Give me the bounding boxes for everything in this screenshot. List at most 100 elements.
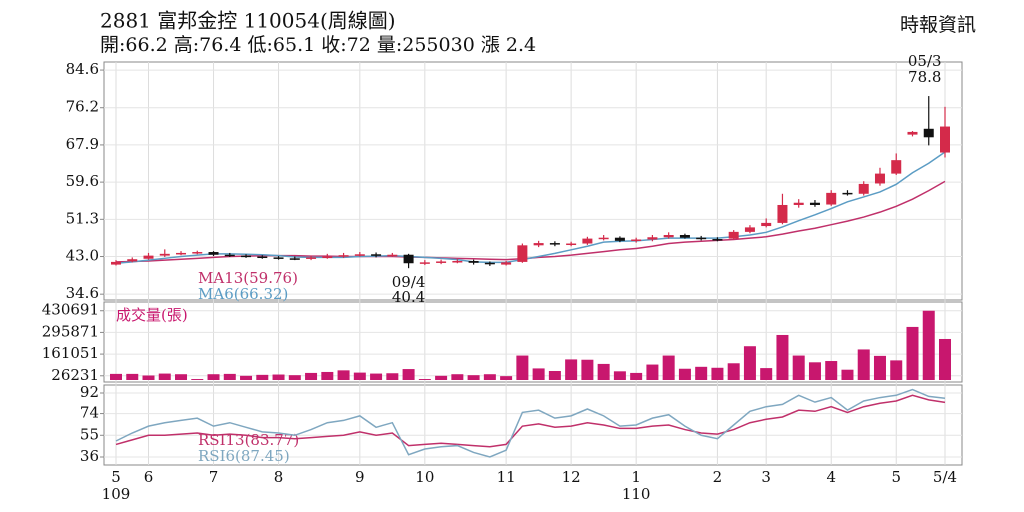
volume-bar xyxy=(695,366,708,380)
volume-bar xyxy=(435,375,448,380)
legend-label: RSI6(87.45) xyxy=(198,447,290,465)
candle-body xyxy=(663,235,674,238)
volume-bar xyxy=(760,368,773,380)
candle-body xyxy=(647,237,658,240)
candle-body xyxy=(436,261,447,263)
volume-bar xyxy=(711,367,724,380)
candle-body xyxy=(598,237,609,240)
volume-bar xyxy=(776,334,789,380)
volume-bar xyxy=(370,373,383,380)
rsi-line xyxy=(115,394,946,448)
candle-body xyxy=(809,202,820,205)
volume-bar xyxy=(223,373,236,380)
candle-body xyxy=(614,237,625,241)
volume-bar xyxy=(597,363,610,380)
volume-bar xyxy=(467,375,480,380)
candle-body xyxy=(907,131,918,135)
volume-bar xyxy=(678,368,691,380)
volume-bar xyxy=(402,369,415,380)
candle-body xyxy=(923,128,934,138)
candle-body xyxy=(452,261,463,263)
x-tick-label: 10 xyxy=(415,468,434,486)
candle-body xyxy=(858,183,869,194)
candle-body xyxy=(712,239,723,241)
x-year-label: 109 xyxy=(102,485,131,503)
legend-label: RSI13(83.77) xyxy=(198,431,299,449)
annotation-date: 09/4 xyxy=(392,273,426,291)
volume-bar xyxy=(646,364,659,380)
volume-bar xyxy=(890,360,903,380)
y-tick-label: 36 xyxy=(80,447,99,465)
candle-body xyxy=(679,235,690,238)
volume-bar xyxy=(873,355,886,380)
y-tick-label: 51.3 xyxy=(66,209,99,227)
candle-body xyxy=(761,222,772,227)
x-tick-label: 7 xyxy=(209,468,219,486)
volume-bar xyxy=(483,374,496,380)
volume-bar xyxy=(321,371,334,380)
ma-line xyxy=(115,151,946,264)
candle-body xyxy=(241,255,252,258)
volume-bar xyxy=(191,379,204,380)
legend-label: MA13(59.76) xyxy=(198,269,298,287)
candle-body xyxy=(419,262,430,264)
x-tick-label: 11 xyxy=(497,468,516,486)
volume-bar xyxy=(272,374,285,380)
volume-bar xyxy=(792,355,805,380)
x-tick-label: 5 xyxy=(111,468,121,486)
volume-frame xyxy=(103,301,963,383)
volume-bar xyxy=(922,310,935,380)
volume-bar xyxy=(418,379,431,380)
candle-body xyxy=(403,254,414,264)
volume-bar xyxy=(743,346,756,380)
y-tick-label: 43.0 xyxy=(66,247,99,265)
candle-body xyxy=(826,192,837,205)
candle-body xyxy=(273,257,284,259)
price-frame xyxy=(103,61,963,301)
candle-body xyxy=(484,262,495,265)
y-tick-label: 76.2 xyxy=(66,98,99,116)
candle-body xyxy=(354,254,365,256)
y-tick-label: 295871 xyxy=(42,322,99,340)
candle-body xyxy=(387,254,398,257)
volume-bar xyxy=(662,355,675,380)
volume-bar xyxy=(581,359,594,380)
x-tick-label: 2 xyxy=(713,468,723,486)
volume-bar xyxy=(126,373,139,380)
volume-bar xyxy=(337,370,350,380)
volume-bar xyxy=(825,361,838,380)
candle-body xyxy=(306,257,317,259)
x-tick-label: 9 xyxy=(355,468,365,486)
volume-bar xyxy=(532,368,545,380)
candle-body xyxy=(631,239,642,241)
candle-body xyxy=(176,252,187,255)
y-tick-label: 67.9 xyxy=(66,135,99,153)
panel-title: 成交量(張) xyxy=(116,306,188,324)
volume-bar xyxy=(630,372,643,380)
candle-body xyxy=(842,192,853,195)
candle-body xyxy=(549,243,560,245)
x-tick-label: 12 xyxy=(562,468,581,486)
x-tick-label: 8 xyxy=(274,468,284,486)
candle-body xyxy=(891,160,902,174)
quote-line: 開:66.2 高:76.4 低:65.1 收:72 量:255030 漲 2.4 xyxy=(100,34,536,56)
volume-bar xyxy=(565,359,578,380)
candle-body xyxy=(728,231,739,239)
candle-body xyxy=(696,237,707,240)
x-tick-label: 6 xyxy=(144,468,154,486)
x-tick-label: 5 xyxy=(891,468,901,486)
candle-body xyxy=(289,258,300,260)
legend-label: MA6(66.32) xyxy=(198,285,288,303)
volume-bar xyxy=(305,372,318,380)
y-tick-label: 34.6 xyxy=(66,284,99,302)
x-year-label: 110 xyxy=(622,485,651,503)
candle-body xyxy=(338,255,349,257)
volume-bar xyxy=(175,374,188,380)
candle-body xyxy=(468,261,479,263)
y-tick-label: 430691 xyxy=(42,301,99,319)
y-tick-label: 55 xyxy=(80,425,99,443)
volume-bar xyxy=(857,349,870,380)
volume-bar xyxy=(110,373,122,380)
